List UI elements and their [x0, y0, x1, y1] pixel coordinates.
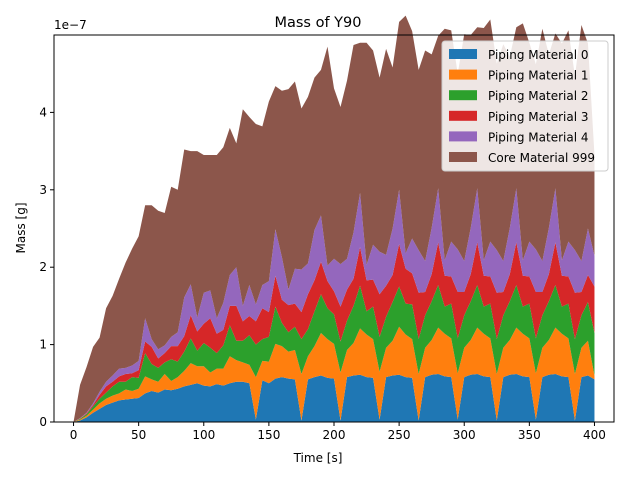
legend-swatch — [449, 49, 477, 59]
legend-box — [441, 40, 609, 172]
area-series-2 — [73, 285, 595, 422]
legend-label: Piping Material 1 — [488, 69, 589, 83]
legend-swatch — [449, 152, 477, 162]
chart-title: Mass of Y90 — [274, 15, 361, 31]
legend-swatch — [449, 110, 477, 121]
legend-label: Piping Material 2 — [488, 89, 589, 103]
area-series-0 — [73, 374, 595, 422]
legend-label: Piping Material 3 — [488, 110, 589, 124]
x-axis: 0 50 100 150 200 250 300 350 400 — [70, 422, 606, 442]
y-tick-label: 3 — [39, 183, 47, 197]
legend-swatch — [449, 69, 477, 80]
x-tick-label: 300 — [453, 428, 476, 442]
x-tick-label: 150 — [257, 428, 280, 442]
y-tick-label: 1 — [39, 338, 47, 352]
y-axis: 0 1 2 3 4 — [39, 105, 54, 429]
x-tick-label: 200 — [323, 428, 346, 442]
area-series-1 — [73, 326, 595, 422]
legend-label: Piping Material 4 — [488, 130, 589, 144]
y-axis-offset-text: 1e−7 — [54, 18, 87, 32]
y-tick-label: 4 — [39, 105, 47, 119]
x-tick-label: 100 — [192, 428, 215, 442]
legend-label: Core Material 999 — [488, 151, 595, 165]
x-tick-label: 50 — [131, 428, 146, 442]
y-tick-label: 2 — [39, 260, 47, 274]
y-axis-label: Mass [g] — [14, 202, 28, 253]
legend: Piping Material 0 Piping Material 1 Piping… — [441, 40, 609, 172]
x-tick-label: 250 — [388, 428, 411, 442]
legend-swatch — [449, 131, 477, 142]
y-tick-label: 0 — [39, 415, 47, 429]
x-tick-label: 0 — [70, 428, 78, 442]
legend-label: Piping Material 0 — [488, 48, 589, 62]
x-tick-label: 350 — [518, 428, 541, 442]
x-tick-label: 400 — [583, 428, 606, 442]
legend-swatch — [449, 90, 477, 101]
x-axis-label: Time [s] — [293, 451, 343, 465]
